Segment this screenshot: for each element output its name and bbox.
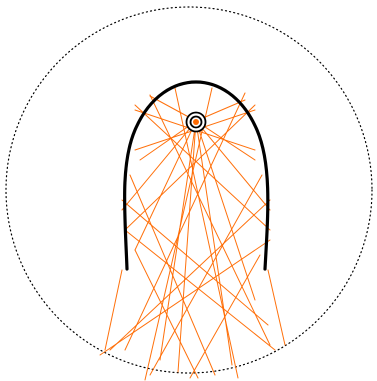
ray-line xyxy=(195,120,271,211)
ray-line xyxy=(109,199,271,351)
ray-line xyxy=(177,120,197,373)
ray-line xyxy=(159,120,197,361)
ray-line xyxy=(174,87,239,379)
ray-line xyxy=(99,239,271,356)
ray-line xyxy=(134,120,197,251)
ray-line xyxy=(149,94,271,346)
ray-line xyxy=(134,104,271,231)
ray-line xyxy=(121,199,269,326)
ray-line xyxy=(129,174,216,376)
source-group xyxy=(185,111,207,133)
ray-line xyxy=(124,92,246,351)
boundary-circle-group xyxy=(5,6,373,374)
ray-line xyxy=(124,104,256,231)
ray-line xyxy=(267,269,286,346)
ray-line xyxy=(104,269,123,351)
ray-line xyxy=(124,229,276,351)
ray-line xyxy=(149,174,263,376)
rays-group xyxy=(99,87,286,381)
source-core xyxy=(193,119,199,125)
boundary-circle xyxy=(5,6,373,374)
mirror-group xyxy=(123,80,270,271)
ray-line xyxy=(195,120,256,301)
ray-line xyxy=(134,249,199,379)
ray-line xyxy=(189,254,261,379)
ray-line xyxy=(144,87,213,381)
mirror-curve xyxy=(123,80,270,271)
ray-line xyxy=(121,120,197,211)
